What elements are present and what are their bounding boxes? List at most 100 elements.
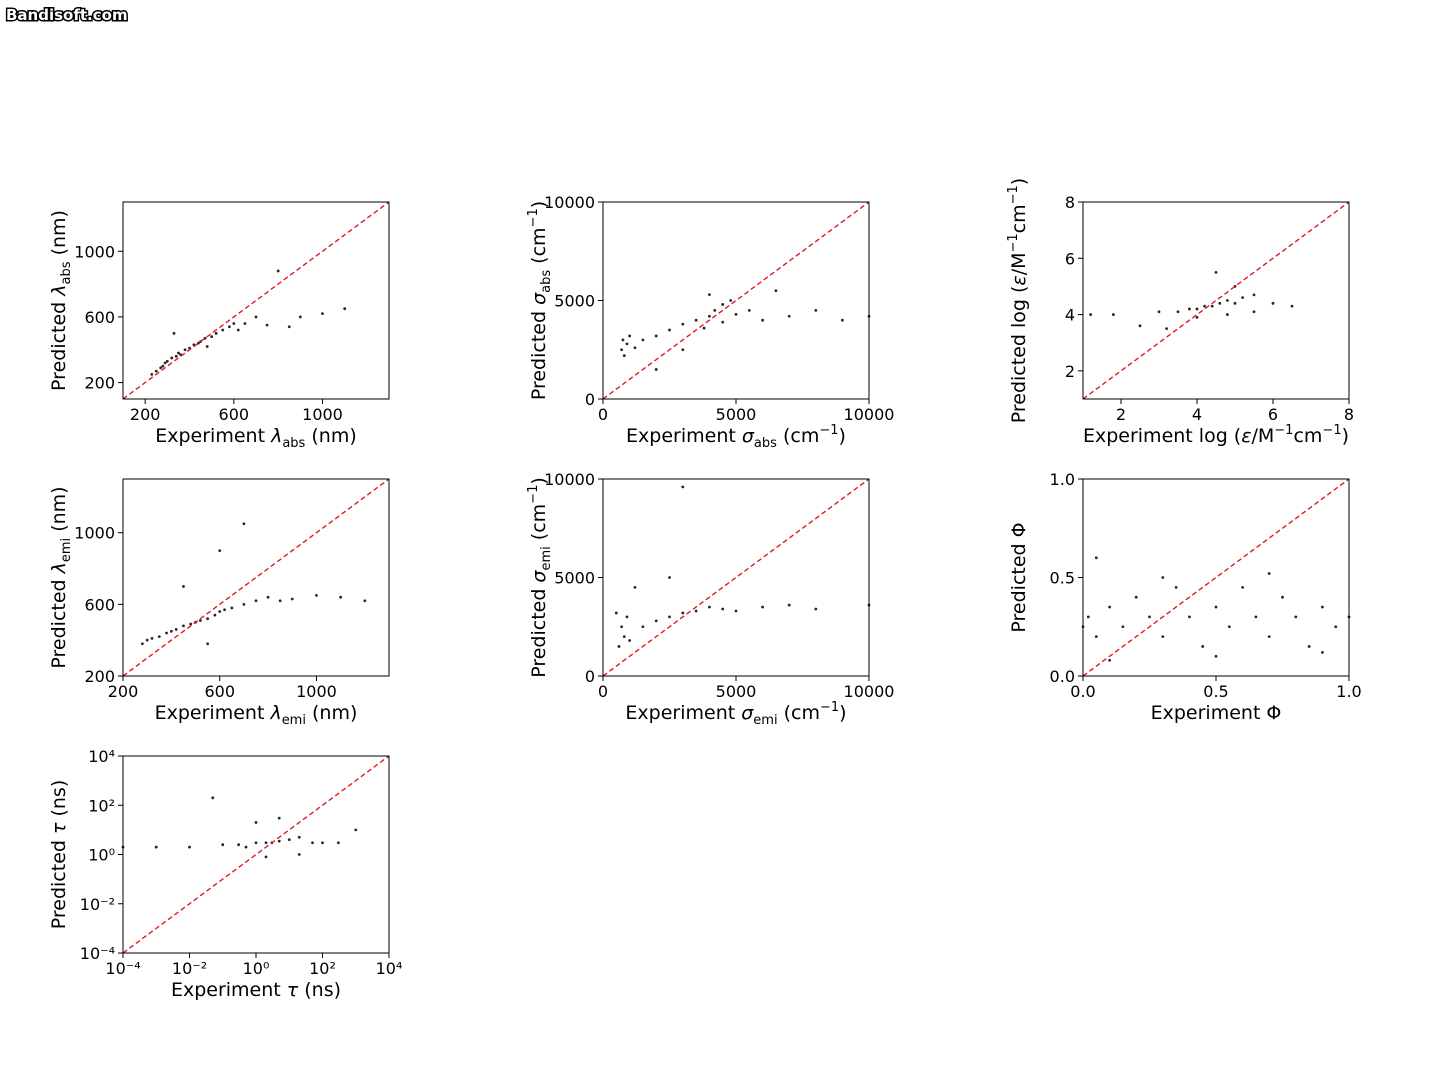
point [210,335,214,339]
point [814,607,818,611]
point [1334,625,1338,629]
x-axis-label: Experiment Φ [1151,702,1282,724]
point [1121,625,1125,629]
point [668,615,671,619]
y-axis-label: Predicted λemi (nm) [48,486,74,668]
x-tick-label: 600 [219,405,250,424]
label-part: (cm [528,227,550,269]
point [1094,556,1098,560]
x-axis-label: Experiment λabs (nm) [155,425,357,451]
label-part: abs [539,270,554,293]
point [734,312,738,316]
point [223,608,226,612]
label-part: τ [287,979,299,1001]
label-part: (nm) [48,486,70,537]
point [218,610,222,613]
point [1226,299,1229,302]
point [354,828,358,832]
point [747,308,751,312]
x-tick-label: 1000 [302,405,343,424]
point [287,325,291,329]
label-part: −1 [1322,423,1341,438]
point [1089,313,1092,316]
axes-frame [122,478,390,677]
y-tick-label: 1000 [74,524,115,543]
label-part: Predicted [528,583,550,678]
label-part: −1 [526,208,541,227]
x-tick-label: 10² [309,959,336,978]
point [841,318,844,322]
x-tick-label: 1000 [296,682,337,701]
point [188,845,191,849]
point [230,606,234,610]
axes-frame [1082,201,1350,400]
point [170,356,174,360]
label-part: (nm) [305,425,356,447]
label-part: ) [839,425,846,447]
label-part: /M [1251,425,1274,447]
label-part: ) [528,477,550,484]
point [321,312,324,316]
point [654,334,658,338]
point [1252,310,1256,314]
point [681,322,685,326]
point [221,843,225,847]
y-tick-label: 0 [585,667,595,686]
label-part: λ [48,284,70,296]
y-tick-label: 0.0 [1050,667,1075,686]
point [1241,296,1244,300]
label-part: Experiment [171,979,287,1001]
y-tick-label: 1000 [74,242,115,261]
point [1226,313,1229,316]
label-part: Predicted [48,834,70,929]
label-part: /M [1008,253,1030,276]
y-tick-label: 0 [585,390,595,409]
point [681,611,685,615]
point [1321,650,1324,654]
y-tick-label: 10⁰ [88,846,115,865]
point [264,841,268,845]
point [205,345,209,348]
point [721,607,725,611]
point [1086,615,1090,619]
point [1233,301,1237,305]
point [287,838,291,842]
point [266,595,270,599]
point [1294,615,1298,619]
point [1108,658,1111,662]
subplot: 10⁻⁴ 10⁻² 10⁰ 10² 10⁴ 10⁻⁴ 10⁻² 10⁰ 10² 10⁴ Experi… [48,747,402,1001]
y-axis-label: Predicted σemi (cm−1) [526,477,554,678]
point [1267,572,1271,575]
label-part: −1 [1274,423,1293,438]
x-tick-label: 0 [598,405,608,424]
x-tick-label: 10⁰ [243,959,270,978]
point [277,839,281,843]
identity-line [122,478,390,677]
point [244,845,248,849]
point [1321,605,1324,609]
point [721,320,725,324]
label-part: cm [1008,204,1030,233]
point [214,331,218,335]
label-part: Experiment [155,702,271,724]
label-part: abs [282,436,305,451]
label-part: (nm) [306,702,357,724]
identity-line [122,201,390,400]
identity-line [122,755,390,954]
label-part: λ [48,562,70,574]
y-tick-label: 4 [1065,306,1075,325]
point [1195,315,1199,319]
point [721,303,725,306]
point [1138,324,1142,328]
point [787,314,791,318]
point [1148,615,1151,619]
label-part: (cm [777,425,819,447]
point [654,619,658,623]
point [734,609,738,613]
point [622,354,626,358]
label-part: ε [1008,275,1030,285]
label-part: (cm [528,504,550,546]
label-part: σ [528,570,550,583]
point [628,334,631,338]
point [1161,635,1165,638]
